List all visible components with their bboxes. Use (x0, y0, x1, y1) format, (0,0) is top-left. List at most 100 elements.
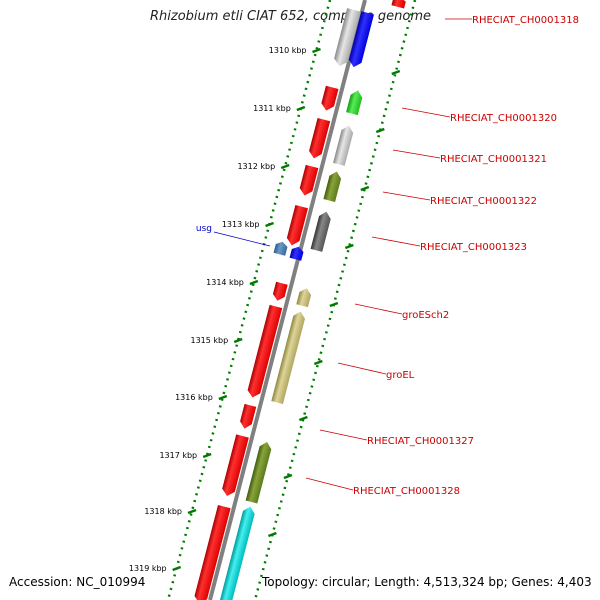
leader-g1328 (305, 477, 354, 491)
kbp-tick (280, 163, 290, 170)
gene-top-gray (334, 8, 361, 67)
kbp-tick (249, 279, 259, 286)
leader-usg (213, 231, 271, 247)
gene-top-gray-shape (334, 8, 361, 67)
gene-bottom-cyan-shape (219, 506, 255, 600)
gene-1327a (222, 434, 249, 497)
leader-g1322 (382, 191, 431, 201)
label-groEL: groEL (386, 370, 415, 381)
gene-groEL-shape (271, 311, 305, 405)
gene-bottom-red-shape (194, 504, 231, 600)
kbp-tick (218, 394, 228, 401)
gene-1323 (310, 211, 331, 252)
gene-1326-shape (240, 403, 257, 429)
kbp-tick (312, 47, 321, 54)
outer-kbp-tick (283, 473, 293, 480)
gene-1320 (346, 90, 363, 116)
kbp-tick (233, 337, 243, 344)
kbp-tick-label: 1310 kbp (269, 46, 307, 55)
gene-usg-shape (289, 246, 304, 261)
kbp-tick-label: 1314 kbp (206, 278, 244, 287)
kbp-tick (187, 508, 197, 515)
gene-usg-a (273, 241, 288, 256)
gene-1321a-shape (309, 118, 331, 159)
label-texts: 1310 kbp 1311 kbp 1312 kbp 1313 kbp 1314 kbp… (129, 15, 579, 573)
label-g1322: RHECIAT_CH0001322 (430, 196, 537, 207)
outer-kbp-tick (267, 531, 277, 538)
leader-g1327 (319, 429, 368, 441)
kbp-tick-label: 1316 kbp (175, 393, 213, 402)
kbp-tick-label: 1312 kbp (237, 162, 275, 171)
label-g1323: RHECIAT_CH0001323 (420, 242, 527, 253)
label-g1321: RHECIAT_CH0001321 (440, 154, 547, 165)
gene-groES-a (272, 281, 288, 301)
kbp-tick-label: 1317 kbp (159, 451, 197, 460)
kbp-tick (265, 221, 274, 228)
gene-bottom-red (194, 504, 231, 600)
gene-1319 (321, 85, 339, 111)
outer-kbp-tick (391, 69, 401, 76)
outer-kbp-tick (298, 415, 308, 422)
gene-1326 (240, 403, 257, 429)
label-leaders (213, 18, 472, 491)
label-g1318: RHECIAT_CH0001318 (472, 15, 579, 26)
backbone-line (208, 0, 367, 600)
outer-kbp-tick (360, 185, 370, 192)
gene-1318-shape (391, 0, 406, 9)
gene-1322a-shape (299, 164, 319, 196)
gene-1323a-shape (286, 205, 308, 246)
leader-groEL (337, 362, 387, 375)
outer-kbp-tick (375, 127, 385, 134)
track-lines (166, 0, 417, 600)
gene-1321-shape (333, 125, 354, 166)
outer-kbp-tick (329, 301, 339, 308)
gene-1322a (299, 164, 319, 196)
gene-groES (296, 288, 312, 308)
gene-1319-shape (321, 85, 339, 111)
gene-1322-shape (323, 171, 342, 203)
label-g1328: RHECIAT_CH0001328 (353, 486, 460, 497)
kbp-tick-label: 1311 kbp (253, 104, 291, 113)
kbp-tick-label: 1315 kbp (190, 336, 228, 345)
kbp-tick (296, 105, 306, 112)
leader-g1320 (401, 107, 451, 118)
outer-kbp-tick (313, 359, 323, 366)
leader-g1323 (371, 236, 421, 247)
gene-bottom-cyan (219, 506, 255, 600)
kbp-tick (202, 452, 212, 459)
gene-usg-a-shape (273, 241, 288, 256)
gene-1321a (309, 118, 331, 159)
leader-g1321 (392, 149, 441, 159)
label-usg: usg (196, 224, 212, 234)
gene-usg (289, 246, 304, 261)
gene-groEL-a (247, 304, 283, 398)
outer-kbp-tick (344, 243, 354, 250)
kbp-tick (172, 565, 182, 572)
gene-groES-shape (296, 288, 312, 308)
gene-1328-shape (245, 441, 272, 504)
gene-top-blue-shape (348, 11, 374, 68)
gene-1323-shape (310, 211, 331, 252)
gene-1318 (391, 0, 406, 9)
accession-text: Accession: NC_010994 (9, 575, 146, 589)
gene-groES-a-shape (272, 281, 288, 301)
leader-groES (354, 303, 403, 315)
label-g1320: RHECIAT_CH0001320 (450, 113, 557, 124)
label-groES: groESch2 (402, 310, 449, 321)
gene-top-blue (348, 11, 374, 68)
gene-groEL (271, 311, 305, 405)
gene-features (194, 0, 406, 600)
gene-1321 (333, 125, 354, 166)
gene-1327a-shape (222, 434, 249, 497)
gene-1328 (245, 441, 272, 504)
kbp-tick-label: 1318 kbp (144, 507, 182, 516)
topology-text: Topology: circular; Length: 4,513,324 bp… (262, 575, 592, 589)
gene-groEL-a-shape (247, 304, 283, 398)
kbp-tick-label: 1313 kbp (222, 220, 260, 229)
gene-1323a (286, 205, 308, 246)
kbp-tick-label: 1319 kbp (129, 564, 167, 573)
gene-1320-shape (346, 90, 363, 116)
label-g1327: RHECIAT_CH0001327 (367, 436, 474, 447)
gene-1322 (323, 171, 342, 203)
